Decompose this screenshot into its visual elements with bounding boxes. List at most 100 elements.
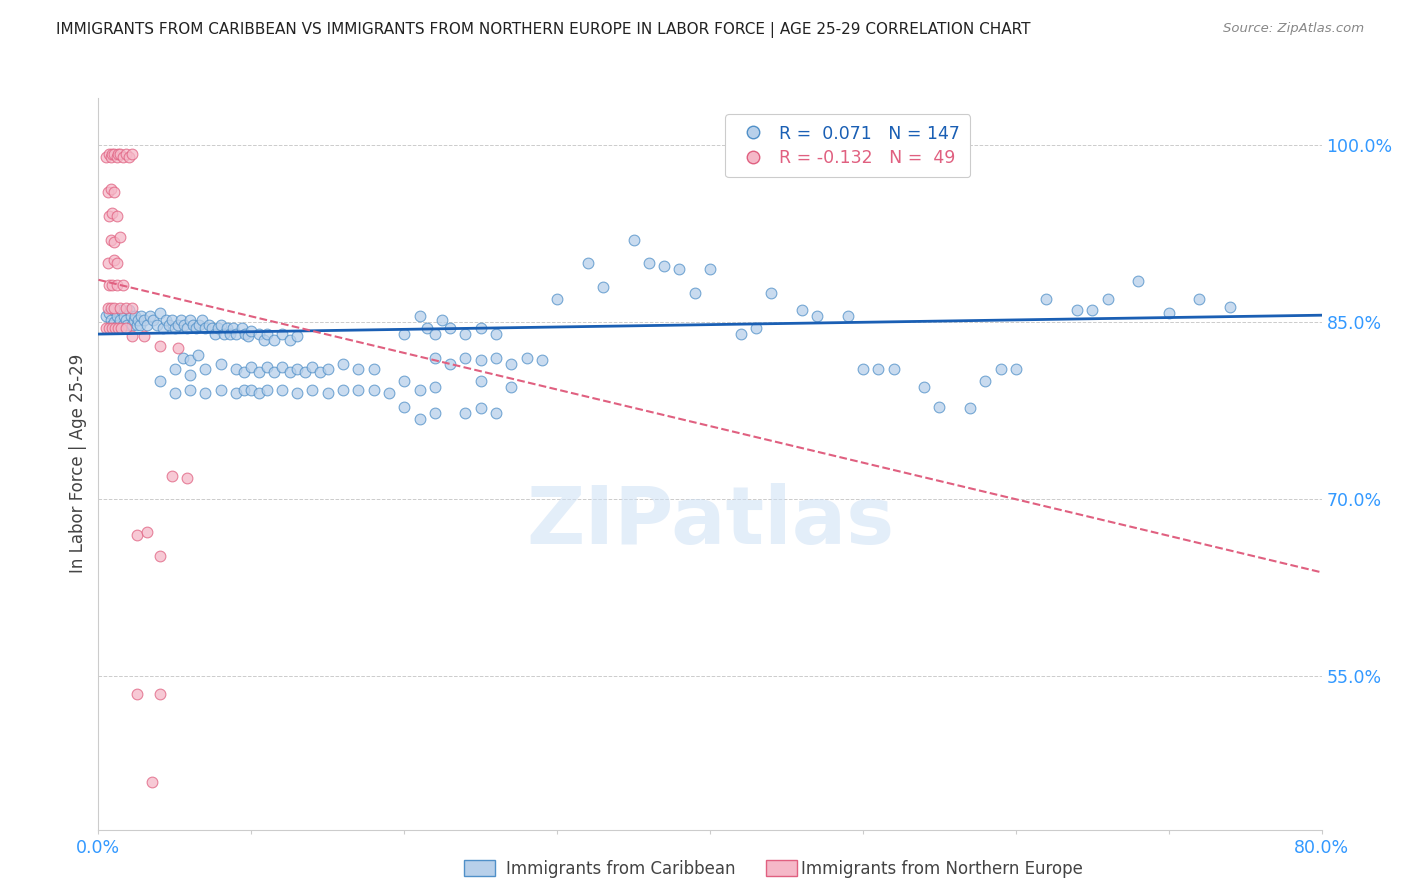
Point bbox=[1157, 306, 1180, 320]
Point bbox=[194, 321, 217, 335]
Point bbox=[209, 357, 232, 371]
Point bbox=[301, 383, 323, 397]
Point bbox=[240, 324, 263, 338]
Point bbox=[118, 150, 141, 164]
Point bbox=[207, 321, 229, 335]
Point bbox=[149, 549, 172, 563]
Point bbox=[121, 329, 143, 343]
Point bbox=[1081, 303, 1104, 318]
Point bbox=[270, 383, 292, 397]
Point bbox=[108, 313, 131, 327]
Point bbox=[790, 303, 813, 318]
Point bbox=[149, 374, 172, 388]
Point bbox=[108, 301, 131, 315]
Point bbox=[209, 383, 232, 397]
Point bbox=[181, 318, 204, 332]
Point bbox=[439, 357, 461, 371]
Point bbox=[103, 186, 125, 200]
Point bbox=[1188, 292, 1211, 306]
Point bbox=[225, 327, 247, 342]
Point bbox=[100, 150, 122, 164]
Point bbox=[378, 386, 401, 401]
Point bbox=[215, 321, 238, 335]
Point bbox=[294, 365, 316, 379]
Point bbox=[122, 313, 145, 327]
Point bbox=[233, 327, 256, 342]
Point bbox=[107, 146, 129, 161]
Point bbox=[98, 321, 121, 335]
Point bbox=[94, 321, 117, 335]
Point bbox=[117, 318, 139, 332]
Point bbox=[759, 285, 782, 300]
Point bbox=[347, 383, 370, 397]
Point bbox=[100, 301, 122, 315]
Point bbox=[163, 362, 186, 376]
Point bbox=[454, 327, 477, 342]
Point bbox=[231, 321, 253, 335]
Point bbox=[98, 146, 121, 161]
Point bbox=[120, 310, 142, 324]
Point bbox=[134, 313, 156, 327]
Point bbox=[470, 321, 492, 335]
Point bbox=[501, 380, 523, 394]
Point bbox=[454, 351, 477, 365]
Point bbox=[103, 146, 125, 161]
Point bbox=[170, 313, 193, 327]
Point bbox=[200, 321, 222, 335]
Point bbox=[141, 775, 163, 789]
Point bbox=[332, 383, 354, 397]
Point bbox=[97, 301, 120, 315]
Point bbox=[179, 383, 201, 397]
Point bbox=[121, 318, 143, 332]
Point bbox=[652, 259, 675, 273]
Point bbox=[247, 386, 270, 401]
Bar bbox=[464, 860, 495, 876]
Text: Immigrants from Caribbean: Immigrants from Caribbean bbox=[506, 860, 735, 878]
Point bbox=[103, 301, 125, 315]
Point bbox=[145, 318, 167, 332]
Point bbox=[98, 209, 121, 223]
Point bbox=[125, 527, 148, 541]
Point bbox=[576, 256, 599, 270]
Point bbox=[309, 365, 332, 379]
Point bbox=[115, 301, 138, 315]
Point bbox=[107, 318, 129, 332]
Point bbox=[100, 313, 122, 327]
Point bbox=[149, 687, 172, 701]
Point bbox=[408, 383, 430, 397]
Point bbox=[105, 256, 128, 270]
Point bbox=[111, 318, 134, 332]
Point bbox=[270, 327, 292, 342]
Point bbox=[179, 353, 201, 368]
Point bbox=[423, 351, 446, 365]
Point bbox=[485, 351, 508, 365]
Point bbox=[110, 303, 132, 318]
Point bbox=[136, 525, 159, 540]
Point bbox=[392, 401, 416, 415]
Point bbox=[408, 412, 430, 426]
Point bbox=[101, 321, 124, 335]
Point bbox=[179, 313, 201, 327]
Text: IMMIGRANTS FROM CARIBBEAN VS IMMIGRANTS FROM NORTHERN EUROPE IN LABOR FORCE | AG: IMMIGRANTS FROM CARIBBEAN VS IMMIGRANTS … bbox=[56, 22, 1031, 38]
Point bbox=[110, 321, 132, 335]
Point bbox=[592, 280, 614, 294]
Point bbox=[98, 277, 121, 292]
Point bbox=[252, 333, 274, 347]
Point bbox=[232, 383, 254, 397]
Point bbox=[112, 310, 135, 324]
Point bbox=[546, 292, 568, 306]
Point bbox=[1004, 362, 1026, 376]
Point bbox=[225, 386, 247, 401]
Bar bbox=[766, 860, 797, 876]
Point bbox=[637, 256, 661, 270]
Point bbox=[139, 310, 162, 324]
Point bbox=[423, 327, 446, 342]
Point bbox=[347, 362, 370, 376]
Point bbox=[107, 321, 129, 335]
Point bbox=[745, 321, 768, 335]
Point bbox=[868, 362, 890, 376]
Point bbox=[115, 321, 138, 335]
Point bbox=[111, 150, 134, 164]
Point bbox=[101, 318, 124, 332]
Point bbox=[101, 277, 124, 292]
